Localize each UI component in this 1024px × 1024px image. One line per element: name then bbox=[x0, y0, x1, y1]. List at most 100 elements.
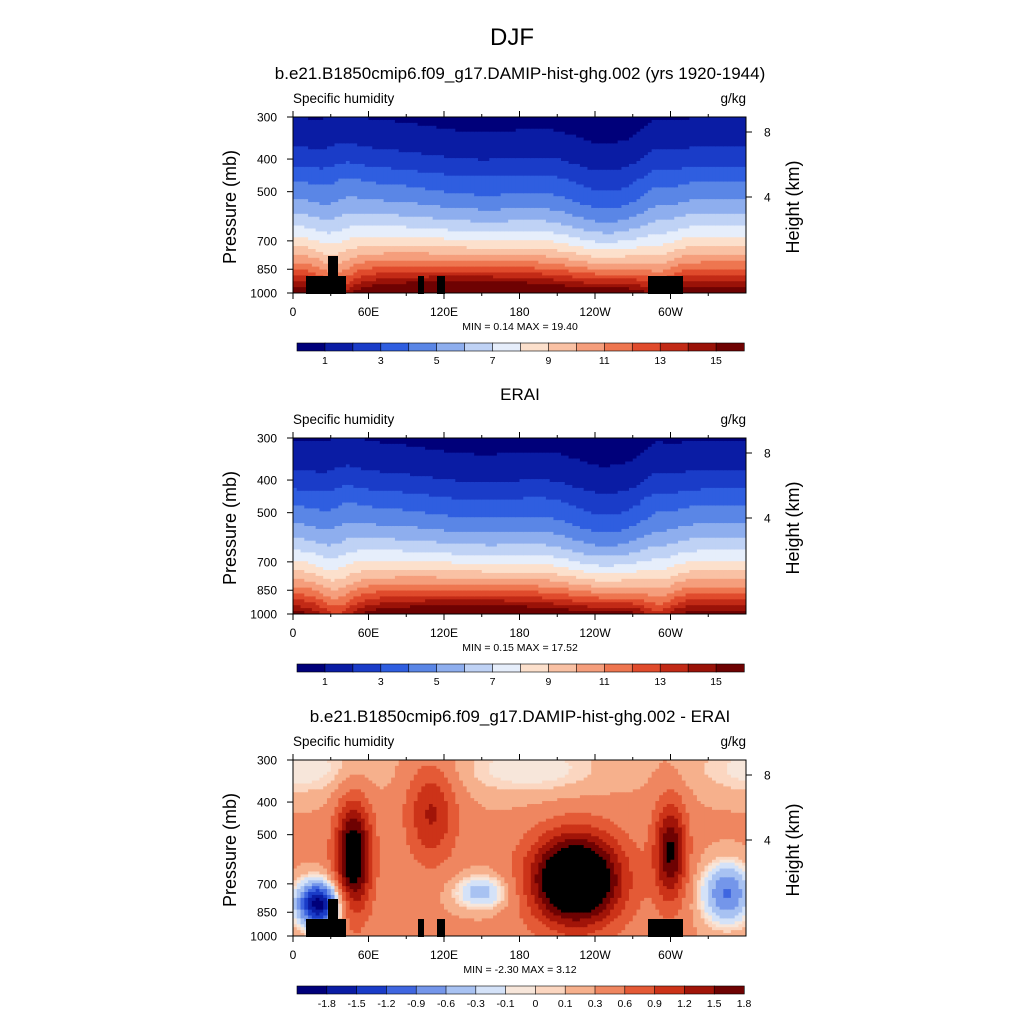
contour-cell bbox=[734, 199, 740, 215]
contour-cell bbox=[636, 523, 641, 539]
contour-cell bbox=[538, 231, 543, 241]
contour-cell bbox=[345, 564, 351, 577]
contour-cell bbox=[527, 240, 532, 250]
contour-cell bbox=[493, 117, 498, 133]
colorbar-swatch bbox=[576, 342, 605, 352]
contour-cell bbox=[734, 523, 740, 539]
contour-cell bbox=[734, 260, 740, 271]
contour-cell bbox=[360, 561, 366, 571]
contour-cell bbox=[674, 596, 679, 606]
contour-cell bbox=[628, 599, 634, 603]
contour-cell bbox=[628, 540, 634, 553]
contour-cell bbox=[519, 572, 524, 580]
contour-cell bbox=[568, 181, 573, 200]
contour-cell bbox=[640, 237, 645, 247]
contour-cell bbox=[440, 260, 445, 268]
contour-cell bbox=[470, 249, 475, 256]
contour-cell bbox=[734, 438, 740, 442]
contour-cell bbox=[693, 552, 698, 562]
contour-cell bbox=[511, 278, 517, 282]
contour-cell bbox=[398, 122, 404, 153]
contour-cell bbox=[628, 839, 634, 873]
contour-cell bbox=[545, 830, 551, 843]
contour-cell bbox=[466, 590, 472, 597]
contour-cell bbox=[723, 470, 728, 489]
contour-cell bbox=[296, 275, 302, 282]
contour-cell bbox=[613, 169, 619, 191]
contour-cell bbox=[338, 272, 343, 279]
contour-cell bbox=[417, 216, 422, 230]
contour-cell bbox=[640, 599, 645, 606]
contour-cell bbox=[553, 572, 558, 583]
contour-cell bbox=[583, 839, 589, 849]
contour-cell bbox=[345, 918, 351, 936]
contour-cell bbox=[447, 246, 453, 256]
contour-cell bbox=[372, 760, 377, 785]
contour-cell bbox=[549, 818, 555, 831]
contour-cell bbox=[583, 605, 589, 612]
contour-cell bbox=[489, 584, 494, 592]
contour-cell bbox=[432, 514, 438, 530]
contour-cell bbox=[485, 175, 490, 197]
contour-cell bbox=[545, 175, 551, 194]
contour-cell bbox=[496, 231, 502, 241]
contour-cell bbox=[640, 549, 645, 562]
contour-cell bbox=[561, 131, 566, 162]
contour-cell bbox=[387, 760, 392, 785]
contour-cell bbox=[647, 207, 653, 224]
contour-cell bbox=[383, 608, 388, 614]
contour-cell bbox=[394, 540, 400, 551]
contour-cell bbox=[504, 452, 509, 483]
colorbar-swatch bbox=[408, 342, 438, 352]
contour-cell bbox=[410, 281, 415, 293]
contour-cell bbox=[410, 216, 415, 230]
contour-cell bbox=[644, 125, 649, 156]
contour-cell bbox=[444, 228, 449, 241]
contour-cell bbox=[474, 222, 479, 232]
contour-cell bbox=[462, 207, 468, 221]
contour-cell bbox=[326, 234, 332, 244]
contour-cell bbox=[625, 263, 630, 271]
contour-cell bbox=[447, 531, 453, 545]
contour-cell bbox=[613, 190, 619, 209]
contour-cell bbox=[632, 605, 638, 609]
contour-cell bbox=[557, 605, 562, 609]
contour-cell bbox=[391, 202, 396, 215]
contour-cell bbox=[727, 275, 732, 282]
contour-cell bbox=[610, 493, 615, 515]
contour-cell bbox=[576, 272, 581, 279]
contour-cell bbox=[730, 593, 736, 600]
contour-cell bbox=[372, 119, 377, 150]
contour-cell bbox=[330, 490, 336, 509]
contour-cell bbox=[311, 590, 317, 597]
contour-cell bbox=[598, 587, 604, 595]
contour-cell bbox=[527, 266, 532, 274]
contour-cell bbox=[466, 452, 472, 483]
contour-cell bbox=[696, 537, 702, 551]
contour-cell bbox=[712, 809, 717, 843]
contour-cell bbox=[326, 611, 332, 614]
contour-cell bbox=[564, 798, 570, 814]
contour-cell bbox=[530, 760, 536, 785]
contour-cell bbox=[640, 158, 645, 180]
contour-cell bbox=[719, 593, 724, 600]
contour-cell bbox=[421, 602, 426, 606]
contour-cell bbox=[617, 827, 623, 846]
contour-cell bbox=[708, 570, 713, 580]
contour-cell bbox=[568, 438, 573, 460]
contour-cell bbox=[481, 903, 487, 908]
contour-cell bbox=[542, 599, 547, 603]
contour-cell bbox=[357, 237, 362, 247]
contour-cell bbox=[727, 809, 732, 840]
contour-cell bbox=[670, 528, 675, 545]
contour-cell bbox=[621, 760, 626, 793]
contour-cell bbox=[485, 196, 490, 212]
contour-cell bbox=[625, 611, 630, 614]
contour-cell bbox=[413, 827, 419, 861]
contour-cell bbox=[338, 874, 343, 884]
contour-cell bbox=[394, 760, 400, 767]
contour-cell bbox=[534, 479, 539, 498]
contour-cell bbox=[436, 449, 441, 480]
contour-cell bbox=[530, 496, 536, 518]
contour-cell bbox=[534, 760, 539, 785]
